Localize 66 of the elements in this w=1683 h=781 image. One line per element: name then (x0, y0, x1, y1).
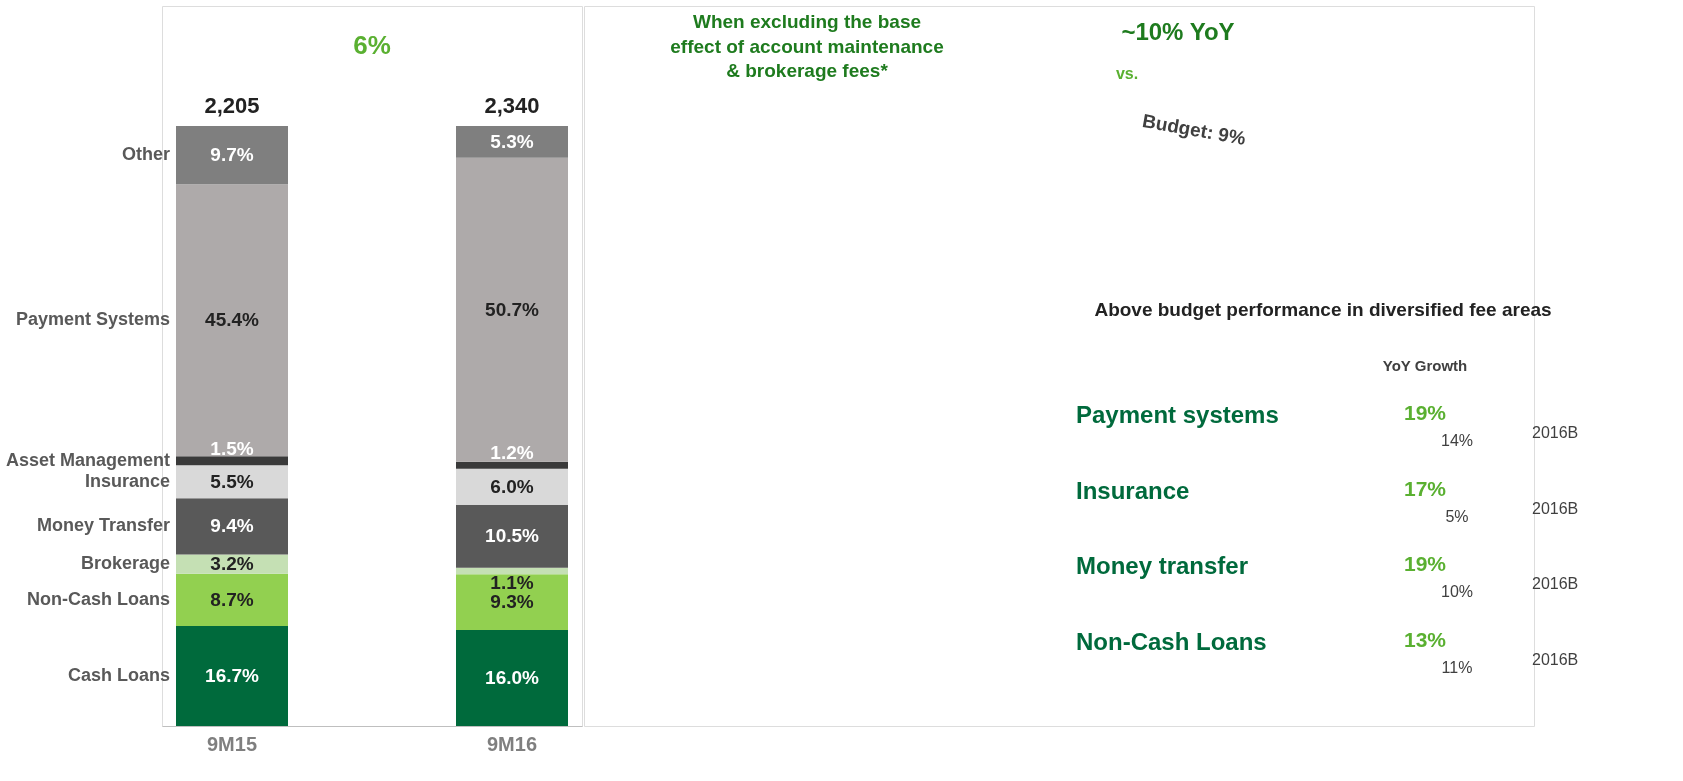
series-label: Money Transfer (36, 515, 170, 536)
data-label: 6.0% (490, 475, 534, 497)
bar (456, 574, 568, 631)
text: 14% (1440, 432, 1474, 449)
bar (176, 126, 288, 185)
bar (456, 567, 568, 575)
data-label: 50.7% (485, 298, 540, 320)
data-label: 8.7% (210, 588, 254, 610)
text: 17% (1403, 476, 1447, 500)
text: 5% (1445, 507, 1469, 525)
series-label: Brokerage (80, 553, 170, 574)
bar (456, 468, 568, 505)
text: Budget: 9% (1140, 110, 1248, 149)
text: 2016B (1532, 650, 1579, 668)
x-tick-label: 9M15 (206, 732, 258, 755)
text: Insurance (1076, 476, 1190, 504)
text: 19% (1403, 552, 1447, 575)
data-label: 9.4% (210, 515, 254, 537)
text: Money transfer (1076, 552, 1249, 579)
annotation: 2,340 (484, 93, 540, 118)
series-label: Other (121, 144, 170, 165)
data-label: 5.3% (490, 130, 534, 152)
text: 2016B (1532, 499, 1579, 517)
text: 19% (1403, 401, 1447, 424)
data-label: 1.1% (490, 572, 534, 594)
text: 11% (1441, 658, 1473, 676)
data-label: 3.2% (210, 553, 254, 575)
data-label: 9.3% (490, 591, 534, 613)
text: 2016B (1532, 575, 1579, 592)
bar (176, 465, 288, 499)
text: vs. (1115, 65, 1139, 82)
annotation: 2,205 (204, 93, 260, 118)
series-label: Cash Loans (67, 664, 170, 685)
bar (456, 126, 568, 158)
text: 13% (1403, 627, 1447, 651)
data-label: 16.7% (205, 664, 260, 686)
series-label: Asset Management (5, 449, 170, 470)
text: 6% (353, 30, 391, 60)
data-label: 9.7% (210, 144, 254, 166)
text: YoY Growth (1382, 357, 1468, 374)
data-label: 1.5% (210, 437, 254, 459)
data-label: 16.0% (485, 667, 540, 689)
text: When excluding the base effect of account maintenance & brokerage fees* (670, 11, 944, 82)
data-label: 10.5% (485, 525, 540, 547)
text: 2016B (1532, 424, 1579, 441)
series-label: Insurance (84, 470, 170, 491)
text: Payment systems (1076, 401, 1279, 428)
bar (176, 498, 288, 555)
bar (176, 456, 288, 466)
text: Above budget performance in diversified fee areas (1094, 299, 1552, 320)
text: 10% (1440, 583, 1474, 600)
series-label: Payment Systems (15, 309, 170, 330)
data-label: 1.2% (490, 442, 534, 464)
x-tick-label: 9M16 (486, 732, 538, 755)
bar (176, 573, 288, 626)
data-label: 5.5% (210, 470, 254, 492)
text: Non-Cash Loans (1076, 627, 1267, 655)
text: ~10% YoY (1121, 18, 1235, 45)
series-label: Non-Cash Loans (26, 588, 170, 609)
bar (456, 504, 568, 568)
bar (176, 625, 288, 726)
data-label: 45.4% (205, 309, 260, 331)
bar (456, 461, 568, 469)
bar (456, 630, 568, 726)
bar (456, 157, 568, 462)
bar (176, 184, 288, 457)
